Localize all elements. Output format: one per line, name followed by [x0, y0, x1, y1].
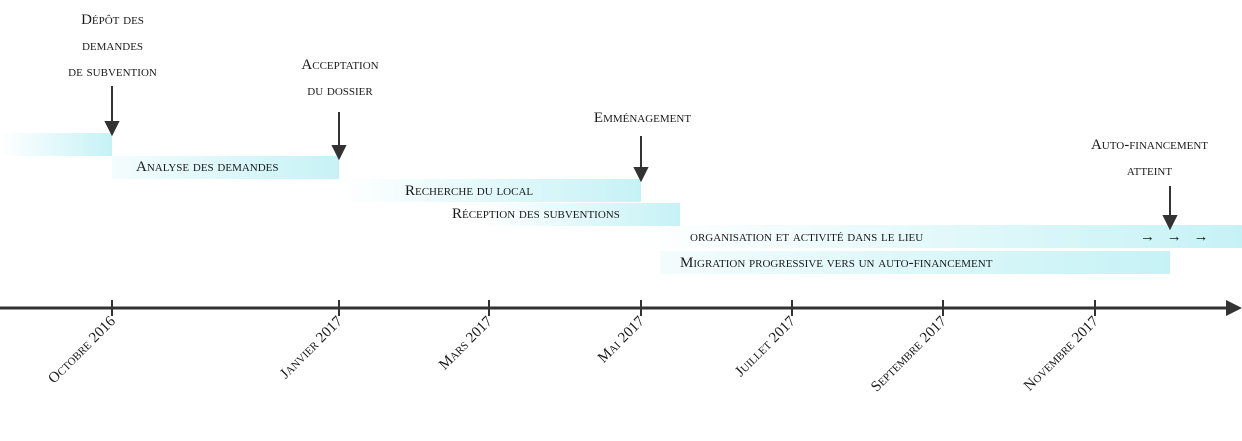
- axis-tick-label: Septembre 2017: [868, 313, 950, 395]
- milestone-autofinancement: Auto-financement atteint: [1062, 132, 1237, 184]
- milestone-emmenagement: Emménagement: [560, 105, 725, 131]
- phase-continuation-arrows: → → →: [1140, 229, 1213, 245]
- phase-bar-analyse: [112, 156, 339, 179]
- phase-bar-organisation: [640, 225, 1242, 248]
- phase-label-analyse: Analyse des demandes: [136, 159, 279, 175]
- axis-tick-label: Mai 2017: [595, 313, 648, 366]
- axis-tick-label: Octobre 2016: [45, 313, 119, 387]
- phase-bar-recherche: [339, 179, 641, 202]
- axis-tick-label: Juillet 2017: [732, 313, 799, 380]
- phase-bar-pre: [0, 133, 112, 156]
- phase-label-organisation: organisation et activité dans le lieu: [690, 229, 924, 245]
- phase-label-migration: Migration progressive vers un auto-finan…: [680, 255, 993, 271]
- axis-tick-label: Novembre 2017: [1021, 313, 1102, 394]
- phase-bar-migration: [660, 251, 1170, 274]
- milestone-line: Auto-financement: [1090, 137, 1209, 153]
- axis-tick-label: Mars 2017: [436, 313, 496, 373]
- milestone-depot: Dépôt des demandes de subvention: [30, 7, 195, 85]
- milestone-line: Emménagement: [593, 110, 692, 126]
- phase-label-recherche: Recherche du local: [405, 183, 534, 199]
- milestone-line: Dépôt des: [81, 12, 144, 28]
- phase-label-reception: Réception des subventions: [452, 206, 620, 222]
- phase-bar-reception: [480, 203, 680, 226]
- milestone-line: Acceptation: [301, 57, 379, 73]
- milestone-line: du dossier: [307, 83, 373, 99]
- milestone-acceptation: Acceptation du dossier: [270, 52, 410, 104]
- axis-tick-label: Janvier 2017: [277, 313, 346, 382]
- milestone-line: de subvention: [68, 64, 157, 80]
- milestone-line: demandes: [81, 38, 144, 54]
- milestone-line: atteint: [1126, 163, 1173, 179]
- milestone-arrows: [104, 86, 1178, 231]
- time-axis: Octobre 2016 Janvier 2017 Mars 2017 Mai 201…: [0, 300, 1242, 395]
